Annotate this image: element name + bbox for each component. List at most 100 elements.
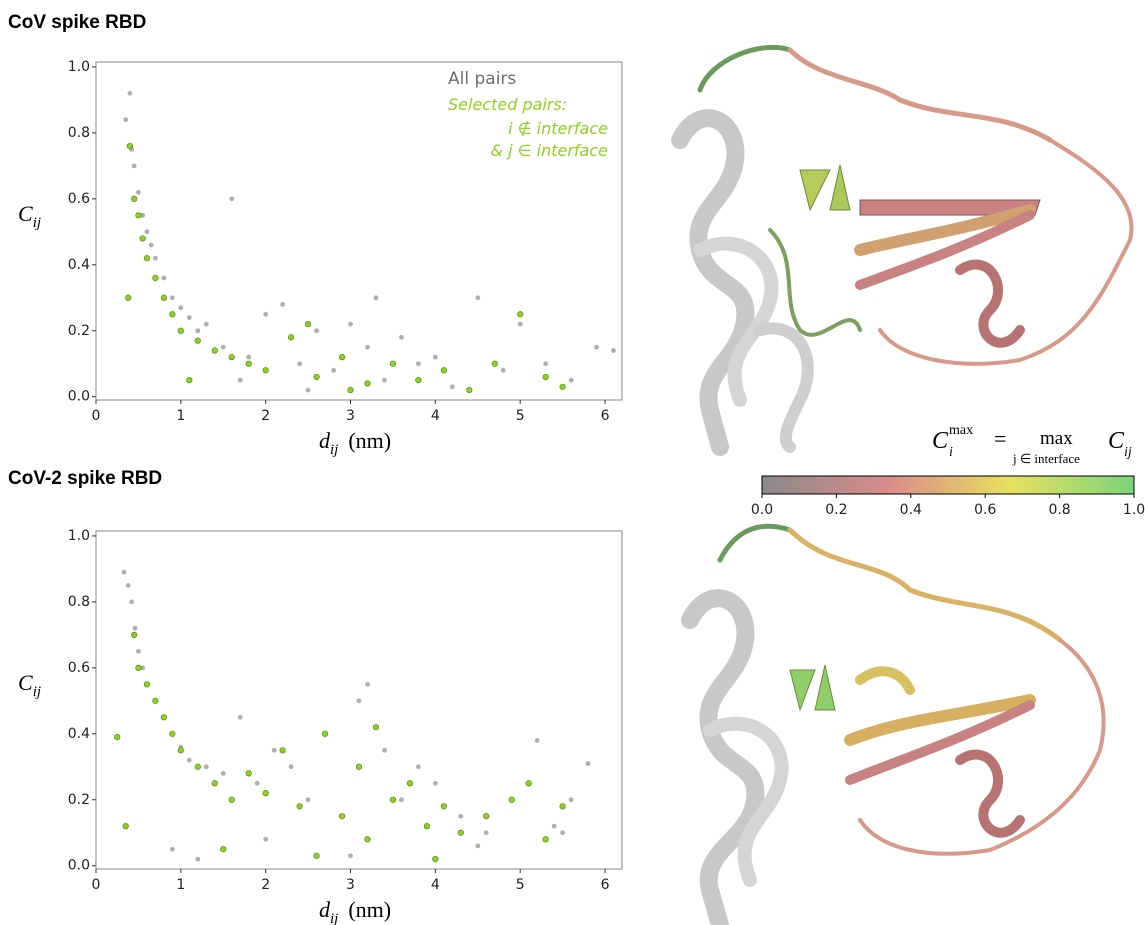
point xyxy=(169,730,176,737)
y-tick-label: 0.6 xyxy=(68,191,90,207)
point xyxy=(348,321,353,327)
point xyxy=(313,373,320,381)
point xyxy=(169,295,175,301)
point xyxy=(483,813,490,820)
legend-entry: & j ∈ interface xyxy=(491,141,609,160)
y-tick-label: 0.8 xyxy=(68,125,90,141)
x-tick-label: 1 xyxy=(176,877,185,893)
y-tick-label: 0.0 xyxy=(68,389,90,405)
plot-area xyxy=(95,61,623,401)
point xyxy=(186,757,192,763)
point xyxy=(136,648,141,654)
point xyxy=(432,354,438,360)
point xyxy=(136,189,141,195)
legend-entry: All pairs xyxy=(448,69,516,89)
point xyxy=(125,294,132,301)
formula: ij xyxy=(1124,445,1132,460)
y-tick-label: 0.4 xyxy=(68,726,90,742)
point xyxy=(169,311,176,318)
point xyxy=(568,377,574,383)
point xyxy=(423,823,430,830)
point xyxy=(457,829,464,836)
x-tick-label: 0 xyxy=(92,877,101,893)
point xyxy=(585,761,591,766)
y-tick-label: 0.8 xyxy=(68,594,90,610)
point xyxy=(338,813,346,820)
colorbar-scale xyxy=(761,475,1135,495)
panel-title: CoV-2 spike RBD xyxy=(8,468,162,489)
point xyxy=(194,763,201,770)
x-tick-label: 2 xyxy=(261,408,270,424)
point xyxy=(152,255,158,261)
point xyxy=(139,235,146,242)
y-axis-label: C xyxy=(18,670,33,695)
x-tick-label: 3 xyxy=(346,877,355,893)
point xyxy=(125,583,131,588)
point xyxy=(228,354,235,361)
point xyxy=(382,747,387,753)
point xyxy=(161,275,167,281)
formula: = xyxy=(994,426,1006,451)
point xyxy=(280,301,286,307)
point xyxy=(500,367,506,373)
point xyxy=(211,780,218,787)
point xyxy=(245,770,252,777)
x-tick-label: 4 xyxy=(431,877,440,893)
y-tick-label: 0.6 xyxy=(68,660,90,676)
point xyxy=(123,117,129,123)
point xyxy=(169,846,175,852)
point xyxy=(543,361,549,367)
point xyxy=(246,354,252,360)
point xyxy=(432,780,438,786)
point xyxy=(279,747,286,754)
point xyxy=(415,361,421,367)
y-axis-label: ij xyxy=(33,215,41,231)
formula: C xyxy=(1108,428,1125,454)
point xyxy=(525,780,532,787)
point xyxy=(220,846,227,853)
point xyxy=(364,380,371,387)
point xyxy=(263,311,269,317)
x-tick-label: 4 xyxy=(431,408,440,424)
colorbar: C i max = max j ∈ interface C ij 0.0 0.2 0… xyxy=(751,423,1145,518)
colorbar-tick-label: 0.4 xyxy=(900,502,922,518)
point xyxy=(466,387,473,394)
x-axis-label: ij xyxy=(330,911,338,925)
x-tick-label: 5 xyxy=(516,877,525,893)
point xyxy=(160,714,167,721)
x-tick-label: 0 xyxy=(92,408,101,424)
point xyxy=(131,163,137,169)
point xyxy=(263,836,269,842)
point xyxy=(203,321,209,327)
point xyxy=(305,387,311,393)
point xyxy=(229,196,235,202)
point xyxy=(508,796,515,803)
x-axis-label: (nm) xyxy=(348,428,391,453)
point xyxy=(475,843,481,849)
point xyxy=(314,328,319,334)
point xyxy=(254,780,260,786)
point xyxy=(304,321,312,328)
point xyxy=(355,763,363,770)
panel-title: CoV spike RBD xyxy=(8,12,146,33)
point xyxy=(220,770,226,776)
point xyxy=(406,780,414,787)
point xyxy=(372,724,380,731)
point xyxy=(186,377,193,384)
point xyxy=(186,315,192,320)
colorbar-tick-label: 0.8 xyxy=(1048,502,1070,518)
point xyxy=(373,295,379,301)
point xyxy=(144,229,150,235)
point xyxy=(534,737,540,743)
point xyxy=(203,764,209,770)
y-tick-label: 1.0 xyxy=(68,59,90,75)
point xyxy=(177,747,184,754)
point xyxy=(560,830,566,836)
point xyxy=(237,714,243,720)
point xyxy=(228,796,235,803)
protein-structure xyxy=(668,40,1145,925)
formula: j ∈ interface xyxy=(1012,451,1080,466)
point xyxy=(594,344,599,350)
point xyxy=(517,311,524,318)
